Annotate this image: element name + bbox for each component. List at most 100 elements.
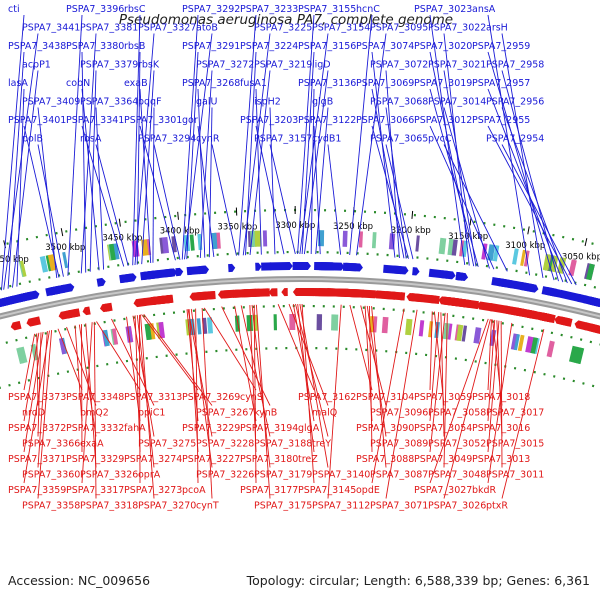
forward-label-connector	[356, 33, 387, 256]
forward-gene-arrow	[589, 296, 600, 308]
reverse-label-connector	[240, 305, 271, 437]
forward-label-connector	[186, 51, 199, 260]
reverse-label-connector	[440, 312, 445, 437]
forward-label-connector	[181, 14, 199, 260]
forward-label-connector	[95, 144, 129, 267]
reverse-gene-label: malQ	[312, 408, 337, 419]
forward-label-connector	[197, 125, 215, 258]
feature-block	[415, 235, 420, 252]
forward-label-connector	[12, 70, 39, 288]
reverse-label-connector	[297, 303, 315, 453]
reverse-gene-label: PSPA7_3228	[196, 439, 254, 450]
feature-block	[546, 340, 555, 358]
feature-block	[586, 263, 595, 281]
reverse-gene-label: PSPA7_3049	[414, 454, 472, 465]
reverse-gene-arrow	[133, 297, 147, 308]
forward-gene-label: PSPA7_3012	[414, 115, 472, 126]
forward-gene-label: rbsC	[124, 4, 146, 15]
reverse-gene-label: PSPA7_3194	[240, 423, 298, 434]
scale-tick-label: 3500 kbp	[45, 243, 85, 253]
reverse-gene-label: PSPA7_3090	[356, 423, 414, 434]
reverse-gene-arrow	[231, 289, 240, 298]
forward-gene-label: cynR	[196, 134, 220, 145]
forward-gene-label: acpP1	[22, 60, 51, 71]
forward-gene-label: PSPA7_3023	[414, 4, 472, 15]
reverse-gene-arrow	[554, 315, 570, 327]
feature-block	[159, 237, 165, 254]
reverse-label-connector	[143, 313, 213, 406]
forward-gene-label: PSPA7_3438	[8, 41, 66, 52]
genome-backbone-highlight	[0, 278, 600, 318]
reverse-gene-label: PSPA7_3052	[428, 439, 486, 450]
forward-label-connector	[199, 70, 213, 259]
feature-block	[47, 254, 57, 271]
label-connectors	[1, 14, 577, 499]
reverse-gene-arrow	[311, 288, 332, 297]
feature-block	[371, 232, 377, 249]
forward-gene-label: PSPA7_3364	[80, 97, 138, 108]
forward-gene-label: exaB	[124, 78, 148, 89]
scale-tick-mark	[118, 218, 121, 227]
forward-gene-label: arsH	[486, 23, 508, 34]
reverse-label-connector	[85, 323, 97, 468]
reverse-gene-label: PSPA7_3011	[486, 470, 544, 481]
feature-block	[438, 237, 447, 255]
reverse-label-connector	[429, 311, 433, 391]
forward-label-connector	[501, 144, 577, 286]
reverse-label-connector	[126, 316, 141, 422]
forward-gene-arrow	[412, 267, 420, 276]
backbone-layer	[0, 208, 600, 389]
feature-block	[254, 230, 261, 247]
scale-tick-mark	[584, 238, 588, 247]
forward-label-connector	[136, 51, 141, 265]
reverse-gene-label: PSPA7_3018	[472, 392, 530, 403]
forward-gene-arrow	[491, 277, 509, 288]
feature-block	[111, 328, 119, 345]
forward-label-connector	[80, 33, 97, 274]
forward-gene-label: galU	[196, 97, 217, 108]
scale-tick-mark	[177, 211, 179, 220]
forward-label-connector	[371, 51, 396, 258]
forward-label-connector	[3, 33, 39, 290]
reverse-gene-label: cynS	[240, 392, 263, 403]
forward-label-connector	[443, 70, 477, 267]
reverse-label-connector	[81, 324, 83, 453]
reverse-gene-label: treY	[312, 439, 331, 450]
forward-gene-label: PSPA7_3072	[370, 60, 428, 71]
reverse-label-connector	[368, 306, 373, 453]
forward-gene-label: PSPA7_3074	[356, 41, 414, 52]
forward-label-connector	[385, 107, 407, 259]
feature-block	[442, 322, 450, 340]
reverse-label-connector	[366, 305, 387, 437]
forward-gene-label: atoB	[196, 23, 218, 34]
reverse-gene-label: fahA	[124, 423, 146, 434]
reverse-gene-label: PSPA7_3371	[8, 454, 66, 465]
genome-summary-text: Topology: circular; Length: 6,588,339 bp…	[246, 573, 590, 588]
forward-label-connector	[487, 88, 564, 283]
feature-block	[513, 334, 520, 351]
forward-gene-label: PSPA7_3233	[240, 4, 298, 15]
forward-gene-label: PSPA7_3022	[428, 23, 486, 34]
forward-label-connector	[501, 107, 568, 284]
feature-block	[550, 255, 559, 273]
forward-label-connector	[429, 51, 475, 267]
scale-tick-label: 3050 kbp	[562, 253, 600, 263]
forward-gene-label: cobN	[66, 78, 90, 89]
forward-gene-label: cti	[8, 4, 20, 15]
reverse-gene-label: PSPA7_3329	[66, 454, 124, 465]
forward-label-connector	[371, 88, 405, 259]
reverse-gene-label: nrdD	[22, 408, 45, 419]
feature-block	[18, 346, 28, 364]
reverse-gene-label: kynB	[254, 408, 277, 419]
reverse-gene-label: PSPA7_3104	[356, 392, 414, 403]
forward-gene-label: PSPA7_3020	[414, 41, 472, 52]
reverse-gene-label: PSPA7_3188	[254, 439, 312, 450]
reverse-gene-label: PSPA7_3348	[66, 392, 124, 403]
accession-text: Accession: NC_009656	[8, 573, 151, 588]
reverse-gene-arrow	[383, 291, 403, 301]
reverse-gene-arrow	[164, 294, 172, 304]
reverse-gene-label: glgA	[298, 423, 320, 434]
reverse-gene-label: PSPA7_3180	[240, 454, 298, 465]
forward-label-connector	[16, 88, 25, 287]
